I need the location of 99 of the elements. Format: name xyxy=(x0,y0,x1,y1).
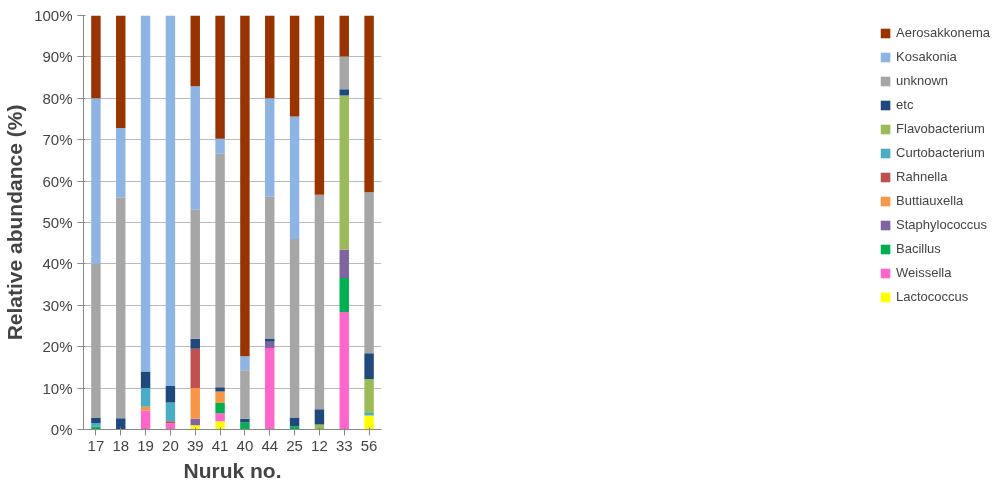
x-tick-label: 39 xyxy=(186,436,204,454)
bar xyxy=(165,386,176,403)
bar xyxy=(116,418,126,430)
bar xyxy=(215,413,225,422)
bar xyxy=(265,15,275,99)
y-tick-label: 100% xyxy=(34,7,73,24)
bar xyxy=(265,196,275,339)
x-tick-label: 25 xyxy=(286,436,303,454)
bar xyxy=(140,406,151,411)
bar xyxy=(215,391,225,403)
y-tick-label: 90% xyxy=(42,48,73,66)
bar xyxy=(240,15,250,357)
y-tick-label: 60% xyxy=(42,172,73,190)
x-tick-label: 40 xyxy=(236,436,254,454)
bar xyxy=(339,249,349,278)
bar xyxy=(140,388,151,407)
bar xyxy=(165,15,176,387)
bar xyxy=(364,353,374,379)
bar xyxy=(215,403,225,414)
bar xyxy=(190,15,200,87)
legend-label: etc xyxy=(896,97,915,112)
bar xyxy=(339,311,349,430)
y-tick-label: 80% xyxy=(42,89,73,107)
bar xyxy=(339,56,349,90)
bar xyxy=(289,116,300,240)
y-tick-label: 20% xyxy=(42,338,73,356)
bar xyxy=(116,15,126,129)
bar xyxy=(190,209,200,339)
bar xyxy=(140,371,151,389)
bar xyxy=(91,417,101,424)
x-tick-label: 18 xyxy=(112,436,130,454)
bar xyxy=(165,423,176,430)
bar xyxy=(289,239,300,418)
bar xyxy=(215,153,225,388)
x-axis-title: Nuruk no. xyxy=(183,458,282,482)
bar xyxy=(339,277,349,312)
bar xyxy=(140,410,151,430)
bar xyxy=(314,15,325,195)
bar xyxy=(265,338,275,342)
bar xyxy=(339,95,349,250)
bar xyxy=(190,425,200,430)
y-tick-label: 10% xyxy=(42,379,73,397)
y-tick-label: 0% xyxy=(50,421,73,438)
bar xyxy=(364,415,374,430)
legend-label: Staphylococcus xyxy=(896,217,988,232)
bar xyxy=(314,409,325,425)
bar xyxy=(215,421,225,430)
y-tick-label: 70% xyxy=(42,131,73,149)
legend-label: Curtobacterium xyxy=(896,145,985,160)
bar xyxy=(339,89,349,96)
bar xyxy=(240,356,250,371)
bar xyxy=(215,387,225,392)
y-axis-title: Relative abundance (%) xyxy=(3,104,27,341)
bar xyxy=(91,98,101,264)
x-tick-label: 19 xyxy=(137,436,154,454)
y-tick-label: 50% xyxy=(42,214,73,231)
bar xyxy=(240,422,250,430)
y-tick-label: 40% xyxy=(42,255,73,273)
legend-label: Flavobacterium xyxy=(896,121,985,136)
legend-label: Bacillus xyxy=(896,241,941,256)
bar xyxy=(190,388,200,419)
legend-label: Buttiauxella xyxy=(896,193,964,208)
bar xyxy=(364,192,374,354)
legend-label: Aerosakkonema xyxy=(896,25,990,40)
bar xyxy=(91,15,101,99)
bar xyxy=(265,341,275,348)
bar xyxy=(289,15,300,117)
bar xyxy=(190,338,200,349)
bar xyxy=(140,15,151,372)
legend-label: Kosakonia xyxy=(896,49,957,64)
bar xyxy=(289,417,300,427)
bar xyxy=(339,15,349,57)
y-tick-label: 30% xyxy=(42,296,73,314)
bar xyxy=(116,197,126,419)
bar xyxy=(190,86,200,210)
bar xyxy=(215,138,225,154)
bar xyxy=(165,402,176,422)
legend-label: Rahnella xyxy=(896,169,948,184)
legend-label: unknown xyxy=(896,73,949,88)
legend-label: Lactococcus xyxy=(896,289,969,304)
bar xyxy=(116,128,126,198)
x-tick-label: 41 xyxy=(211,436,229,454)
bar xyxy=(364,15,374,193)
x-tick-label: 17 xyxy=(87,436,105,454)
bar xyxy=(265,347,275,430)
bar xyxy=(165,421,176,424)
x-tick-label: 33 xyxy=(335,436,353,454)
x-tick-label: 44 xyxy=(261,436,279,454)
bar xyxy=(364,378,374,413)
legend-label: Weissella xyxy=(896,265,952,280)
bar xyxy=(240,370,250,419)
bar xyxy=(215,15,225,139)
x-tick-label: 56 xyxy=(360,436,378,454)
bar xyxy=(190,348,200,389)
x-tick-label: 12 xyxy=(311,436,328,454)
x-tick-label: 20 xyxy=(162,436,179,454)
bar xyxy=(91,263,101,418)
bar xyxy=(314,194,325,410)
bar xyxy=(265,98,275,197)
